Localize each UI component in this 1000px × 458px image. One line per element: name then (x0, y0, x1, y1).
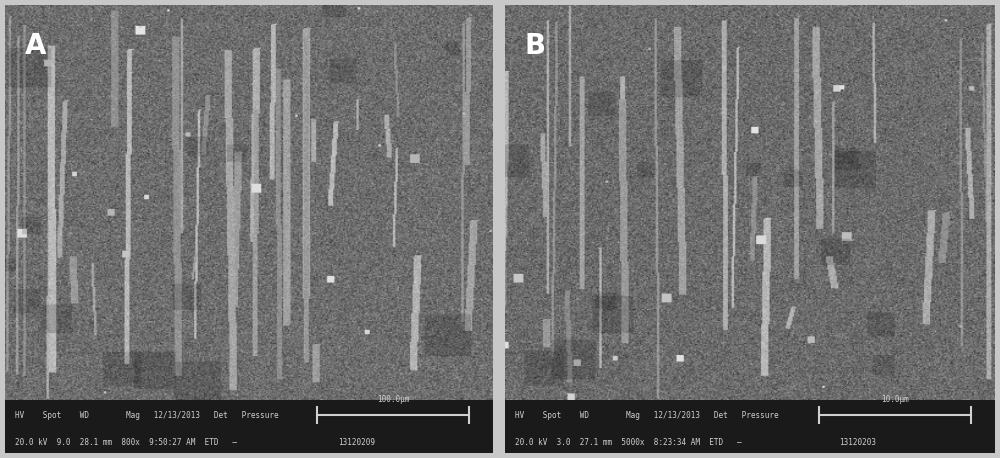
Text: HV    Spot    WD        Mag   12/13/2013   Det   Pressure: HV Spot WD Mag 12/13/2013 Det Pressure (15, 411, 278, 420)
Text: 20.0 kV  9.0  28.1 mm  800x  9:50:27 AM  ETD   —: 20.0 kV 9.0 28.1 mm 800x 9:50:27 AM ETD … (15, 438, 237, 447)
Bar (5, 399, 493, 453)
Text: HV    Spot    WD        Mag   12/13/2013   Det   Pressure: HV Spot WD Mag 12/13/2013 Det Pressure (515, 411, 778, 420)
Text: B: B (525, 32, 546, 60)
Text: 13120203: 13120203 (839, 438, 876, 447)
Text: 20.0 kV  3.0  27.1 mm  5000x  8:23:34 AM  ETD   —: 20.0 kV 3.0 27.1 mm 5000x 8:23:34 AM ETD… (515, 438, 741, 447)
Bar (505, 399, 995, 453)
Text: 10.0μm: 10.0μm (881, 395, 908, 404)
Text: 13120209: 13120209 (338, 438, 375, 447)
Text: 100.0μm: 100.0μm (377, 395, 409, 404)
Text: A: A (25, 32, 46, 60)
